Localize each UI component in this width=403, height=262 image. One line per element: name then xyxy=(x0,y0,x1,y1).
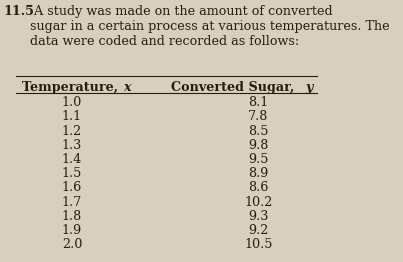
Text: 11.5: 11.5 xyxy=(3,5,34,18)
Text: 1.6: 1.6 xyxy=(62,182,82,194)
Text: 2.0: 2.0 xyxy=(62,238,82,251)
Text: 1.8: 1.8 xyxy=(62,210,82,223)
Text: 8.9: 8.9 xyxy=(248,167,268,180)
Text: y: y xyxy=(305,81,313,94)
Text: 8.6: 8.6 xyxy=(248,182,268,194)
Text: 1.5: 1.5 xyxy=(62,167,82,180)
Text: x: x xyxy=(124,81,131,94)
Text: 9.3: 9.3 xyxy=(248,210,268,223)
Text: Converted Sugar,: Converted Sugar, xyxy=(172,81,299,94)
Text: 1.3: 1.3 xyxy=(62,139,82,152)
Text: 1.7: 1.7 xyxy=(62,196,82,209)
Text: 9.2: 9.2 xyxy=(248,224,268,237)
Text: 1.2: 1.2 xyxy=(62,125,82,138)
Text: Temperature,: Temperature, xyxy=(22,81,122,94)
Text: 8.5: 8.5 xyxy=(248,125,268,138)
Text: 8.1: 8.1 xyxy=(248,96,268,109)
Text: 1.9: 1.9 xyxy=(62,224,82,237)
Text: 10.5: 10.5 xyxy=(244,238,272,251)
Text: 10.2: 10.2 xyxy=(244,196,272,209)
Text: 7.8: 7.8 xyxy=(248,110,268,123)
Text: 9.8: 9.8 xyxy=(248,139,268,152)
Text: A study was made on the amount of converted
sugar in a certain process at variou: A study was made on the amount of conver… xyxy=(30,5,390,48)
Text: 1.0: 1.0 xyxy=(62,96,82,109)
Text: 1.4: 1.4 xyxy=(62,153,82,166)
Text: 1.1: 1.1 xyxy=(62,110,82,123)
Text: 9.5: 9.5 xyxy=(248,153,268,166)
